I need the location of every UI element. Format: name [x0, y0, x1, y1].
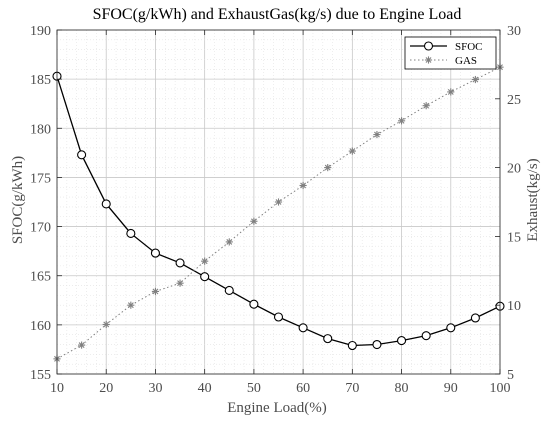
y-left-axis-label: SFOC(g/kWh): [10, 156, 26, 244]
series-layer: [52, 63, 505, 363]
point-gas: [201, 257, 209, 265]
legend-label-sfoc: SFOC: [455, 41, 483, 53]
point-sfoc: [126, 228, 136, 239]
y-left-tick-label: 155: [30, 368, 51, 383]
legend-label-gas: GAS: [455, 55, 477, 67]
y-left-tick-label: 190: [30, 24, 51, 39]
x-tick-label: 70: [345, 381, 359, 396]
point-sfoc: [224, 285, 234, 296]
point-gas: [102, 320, 110, 329]
point-sfoc: [298, 323, 308, 333]
point-sfoc: [101, 199, 111, 209]
x-tick-label: 50: [247, 381, 261, 396]
point-gas: [225, 238, 233, 246]
point-sfoc: [470, 313, 480, 323]
point-gas: [250, 217, 258, 225]
y-right-tick-label: 20: [507, 162, 521, 177]
point-gas: [299, 181, 307, 190]
legend: SFOC GAS: [404, 36, 497, 70]
grid: [56, 29, 501, 375]
y-right-axis-label: Exhaust(kg/s): [525, 158, 541, 241]
x-tick-label: 100: [490, 381, 511, 396]
legend-marker-gas: [424, 56, 433, 64]
point-gas: [151, 287, 160, 296]
y-left-tick-label: 175: [30, 171, 51, 186]
point-gas: [274, 198, 283, 206]
chart-title: SFOC(g/kWh) and ExhaustGas(kg/s) due to …: [93, 6, 462, 23]
point-gas: [471, 75, 479, 84]
point-gas: [373, 130, 381, 139]
point-gas: [324, 164, 332, 172]
y-right-tick-label: 25: [507, 93, 521, 108]
y-left-tick-label: 185: [30, 73, 51, 88]
y-left-tick-label: 180: [30, 122, 51, 137]
point-sfoc: [421, 331, 431, 341]
point-gas: [78, 341, 86, 349]
legend-entries: SFOC GAS: [410, 41, 483, 67]
point-gas: [176, 279, 184, 287]
plot-frame: [56, 29, 501, 375]
legend-marker-sfoc: [423, 41, 434, 51]
point-gas: [397, 117, 406, 125]
point-gas: [447, 88, 455, 96]
point-sfoc: [397, 336, 407, 346]
point-sfoc: [347, 340, 357, 351]
point-sfoc: [323, 334, 333, 344]
point-sfoc: [77, 150, 87, 160]
x-axis-label: Engine Load(%): [227, 400, 327, 416]
point-sfoc: [175, 258, 185, 268]
point-sfoc: [200, 272, 210, 282]
point-sfoc: [273, 312, 284, 322]
y-right-tick-label: 30: [507, 24, 521, 39]
point-gas: [348, 147, 356, 155]
y-left-tick-label: 170: [30, 221, 51, 236]
y-right-tick-label: 15: [507, 230, 521, 245]
x-tick-label: 20: [99, 381, 113, 396]
point-sfoc: [150, 248, 160, 258]
x-tick-label: 80: [395, 381, 409, 396]
ticks: 10 20 30 40 50 60 70 80 90 1001551601651701751801…: [30, 24, 521, 396]
point-sfoc: [446, 323, 456, 333]
y-left-tick-label: 165: [30, 270, 51, 285]
x-tick-label: 90: [444, 381, 458, 396]
y-right-tick-label: 10: [507, 299, 521, 314]
x-tick-label: 30: [148, 381, 162, 396]
point-gas: [127, 301, 135, 309]
y-left-tick-label: 160: [30, 319, 51, 334]
x-tick-label: 10: [50, 381, 64, 396]
x-tick-label: 40: [198, 381, 212, 396]
point-gas: [422, 102, 430, 110]
point-sfoc: [372, 339, 382, 350]
x-tick-label: 60: [296, 381, 310, 396]
axes: [56, 29, 501, 375]
y-right-tick-label: 5: [507, 368, 514, 383]
point-sfoc: [249, 299, 259, 309]
legend-box: [404, 36, 497, 70]
